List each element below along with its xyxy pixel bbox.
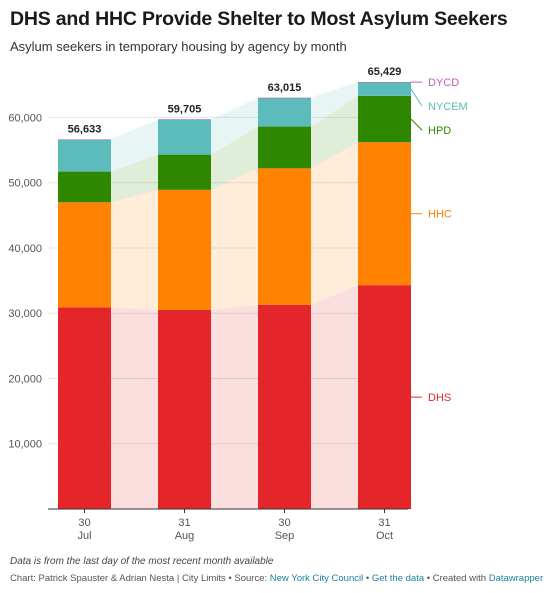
leader-line-nycem [410, 88, 423, 107]
chart-title: DHS and HHC Provide Shelter to Most Asyl… [10, 8, 508, 30]
bar-nycem [58, 139, 111, 172]
bar-hhc [358, 142, 411, 286]
bar-dhs [358, 285, 411, 509]
series-label-dycd: DYCD [428, 77, 459, 89]
x-tick-label: Aug [175, 530, 195, 542]
y-tick-label: 50,000 [8, 178, 42, 190]
x-tick-label: Jul [77, 530, 91, 542]
bar-dhs [58, 307, 111, 509]
data-note: Data is from the last day of the most re… [10, 556, 274, 567]
labels: 56,633 59,705 63,015 65,429 DHS HHC HPD NYCEM DY… [68, 66, 468, 404]
connector-area-dhs [211, 304, 258, 509]
credits-line: Chart: Patrick Spauster & Adrian Nesta |… [10, 573, 543, 584]
total-label: 56,633 [68, 123, 102, 135]
bar-dycd [358, 82, 411, 83]
bar-dycd [58, 139, 111, 140]
credits-separator: • [363, 573, 372, 584]
connector-area-dycd [311, 82, 358, 98]
total-label: 63,015 [268, 82, 302, 94]
connector-area-dycd [211, 97, 258, 120]
connector-area-nycem [211, 97, 258, 155]
connector-area-hpd [211, 126, 258, 190]
chart-subtitle: Asylum seekers in temporary housing by a… [10, 39, 347, 54]
connector-area-dhs [311, 285, 358, 509]
leader-line-hpd [410, 118, 423, 131]
x-tick-label: 31 [178, 517, 190, 529]
bar-nycem [358, 82, 411, 96]
credits-text: Chart: Patrick Spauster & Adrian Nesta |… [10, 573, 270, 584]
connector-area-dycd [111, 119, 158, 140]
series-label-nycem: NYCEM [428, 101, 468, 113]
x-tick-label: 30 [78, 517, 90, 529]
bar-hhc [158, 189, 211, 310]
datawrapper-link[interactable]: Datawrapper [488, 573, 544, 584]
stacked-bar-chart: 10,00020,00030,00040,00050,00060,00030Ju… [8, 66, 468, 542]
connector-area-hpd [311, 95, 358, 169]
x-tick-label: Oct [376, 530, 393, 542]
bar-hpd [158, 154, 211, 190]
series-label-hhc: HHC [428, 209, 452, 221]
source-link[interactable]: New York City Council [269, 573, 364, 584]
bar-hhc [258, 168, 311, 305]
axes: 10,00020,00030,00040,00050,00060,00030Ju… [8, 112, 408, 542]
y-tick-label: 40,000 [8, 243, 42, 255]
y-tick-label: 20,000 [8, 373, 42, 385]
connector-areas [111, 82, 358, 509]
connector-area-hhc [211, 168, 258, 310]
y-tick-label: 30,000 [8, 308, 42, 320]
bar-hpd [58, 171, 111, 203]
x-tick-label: 31 [378, 517, 390, 529]
bars [58, 82, 411, 509]
total-label: 65,429 [368, 66, 402, 78]
total-label: 59,705 [168, 103, 202, 115]
connector-area-hhc [111, 189, 158, 310]
bar-dycd [158, 119, 211, 120]
connector-area-nycem [311, 82, 358, 127]
bar-dycd [258, 97, 311, 99]
bar-nycem [258, 97, 311, 127]
bar-hhc [58, 202, 111, 308]
bar-hpd [258, 126, 311, 169]
y-tick-label: 10,000 [8, 439, 42, 451]
created-with-text: • Created with [424, 573, 489, 584]
bar-dhs [158, 309, 211, 509]
y-tick-label: 60,000 [8, 112, 42, 124]
series-label-hpd: HPD [428, 125, 451, 137]
series-label-dhs: DHS [428, 392, 451, 404]
get-data-link[interactable]: Get the data [371, 573, 425, 584]
bar-hpd [358, 95, 411, 143]
bar-dhs [258, 304, 311, 509]
x-tick-label: Sep [275, 530, 295, 542]
connector-area-dhs [111, 307, 158, 509]
bar-nycem [158, 119, 211, 155]
connector-area-nycem [111, 119, 158, 172]
connector-area-hpd [111, 154, 158, 203]
x-tick-label: 30 [278, 517, 290, 529]
connector-area-hhc [311, 142, 358, 305]
